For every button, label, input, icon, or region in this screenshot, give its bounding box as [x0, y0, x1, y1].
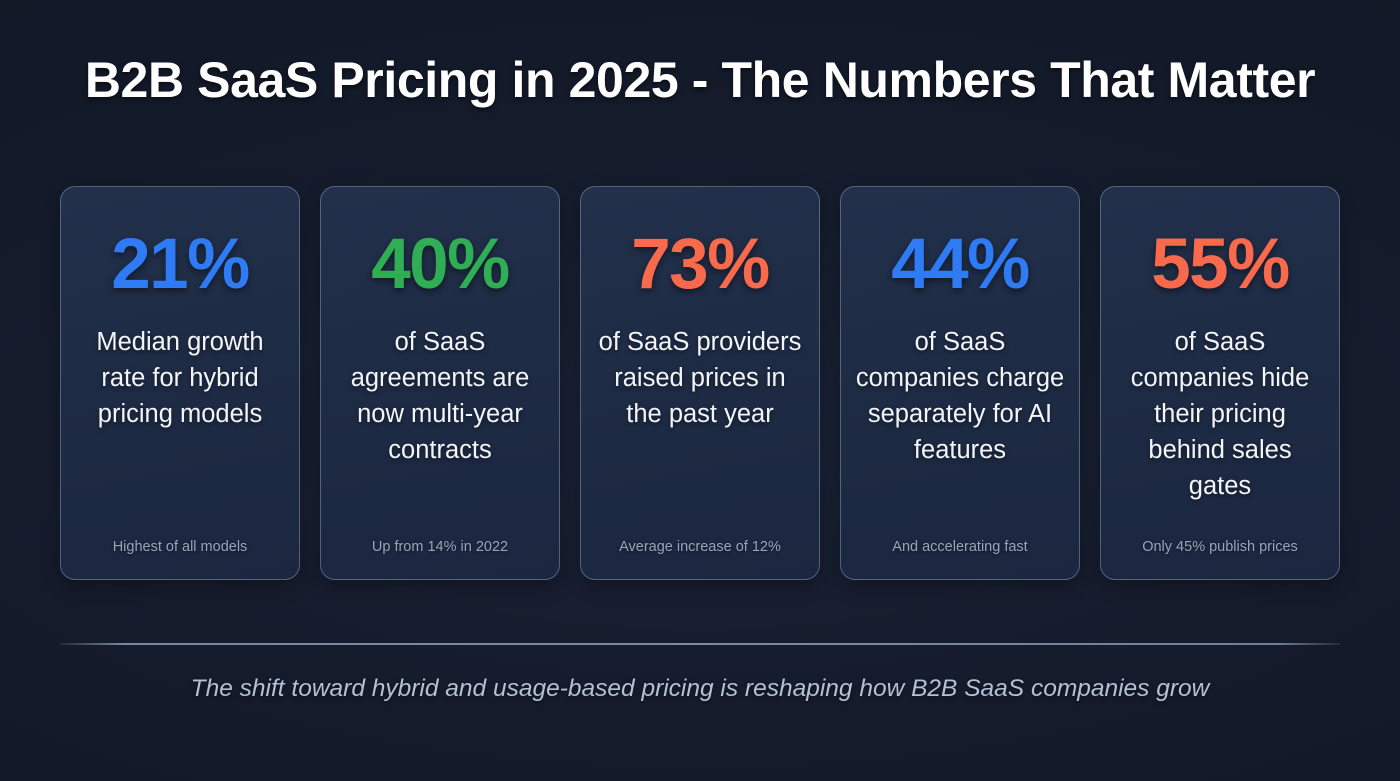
footer-container: The shift toward hybrid and usage-based …: [60, 672, 1340, 705]
stat-card: 21% Median growth rate for hybrid pricin…: [60, 186, 300, 580]
stat-supporting-text: Only 45% publish prices: [1142, 539, 1298, 555]
stat-label: of SaaS companies hide their pricing beh…: [1130, 328, 1310, 500]
title-container: B2B SaaS Pricing in 2025 - The Numbers T…: [60, 52, 1340, 108]
stat-value: 55%: [1151, 225, 1290, 304]
stat-label: of SaaS companies charge separately for …: [855, 328, 1065, 464]
stat-card: 73% of SaaS providers raised prices in t…: [580, 186, 820, 580]
stat-value: 44%: [891, 225, 1030, 304]
stat-value: 21%: [111, 225, 250, 304]
stat-value: 73%: [631, 225, 770, 304]
stat-supporting-text: Highest of all models: [112, 539, 248, 555]
stat-card: 44% of SaaS companies charge separately …: [840, 186, 1080, 580]
footer-divider: [60, 643, 1340, 645]
stat-supporting-text: Average increase of 12%: [619, 539, 781, 555]
page-title: B2B SaaS Pricing in 2025 - The Numbers T…: [84, 52, 1316, 108]
stat-label: of SaaS agreements are now multi-year co…: [350, 328, 530, 464]
stat-label: of SaaS providers raised prices in the p…: [598, 328, 802, 428]
stat-supporting-text: Up from 14% in 2022: [371, 539, 509, 555]
stat-card: 40% of SaaS agreements are now multi-yea…: [320, 186, 560, 580]
stat-value: 40%: [371, 225, 510, 304]
stat-supporting-text: And accelerating fast: [892, 539, 1028, 555]
stat-label: Median growth rate for hybrid pricing mo…: [96, 328, 264, 428]
stat-card: 55% of SaaS companies hide their pricing…: [1100, 186, 1340, 580]
footer-note: The shift toward hybrid and usage-based …: [190, 675, 1210, 702]
stat-card-row: 21% Median growth rate for hybrid pricin…: [60, 186, 1340, 580]
